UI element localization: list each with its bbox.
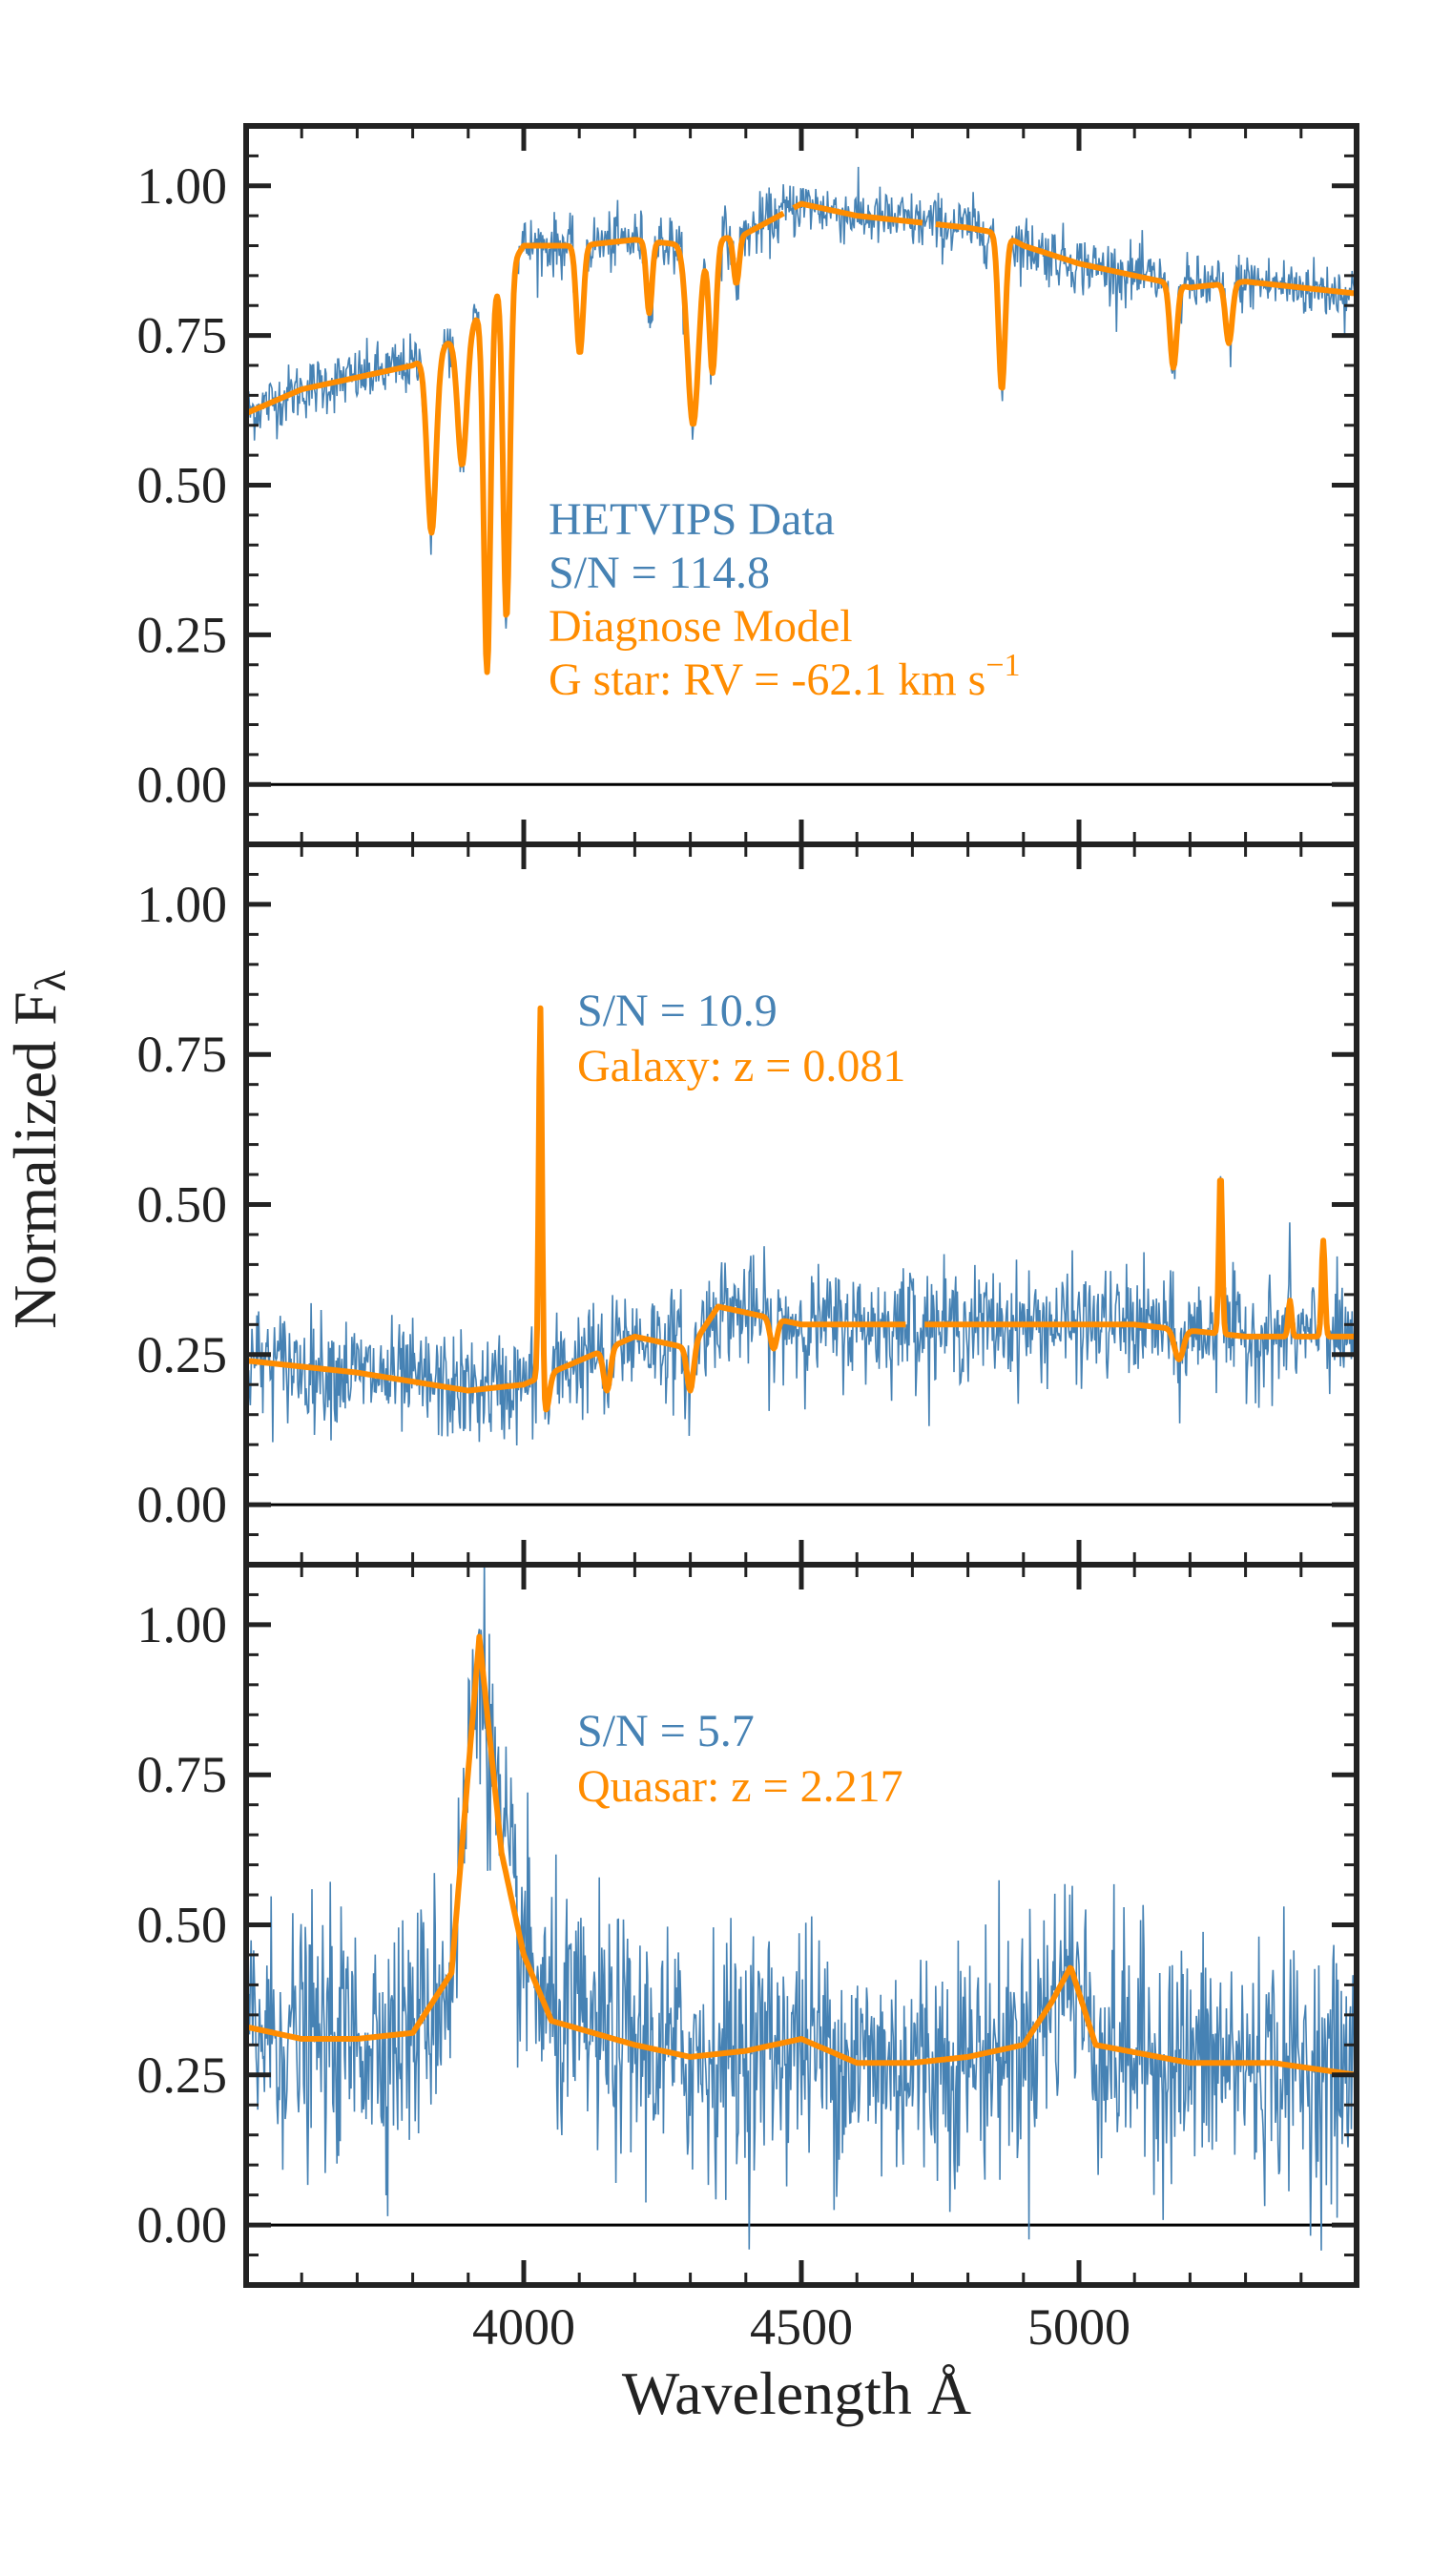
annotation-main: S/N = 5.7 [577,1706,755,1756]
y-axis-label: Normalized Fλ [1,969,74,1329]
y-tick-label: 1.00 [137,1596,228,1653]
model-spectrum-line [246,1633,1357,2078]
y-tick-label: 0.50 [137,1176,228,1234]
y-tick-label: 0.00 [137,2196,228,2254]
data-spectrum-line [246,1565,1357,2251]
y-axis-label-subscript: λ [26,969,74,991]
y-tick-label: 1.00 [137,157,228,215]
annotation-text: Quasar: z = 2.217 [577,1761,903,1812]
model-spectrum-line [246,1005,1357,1413]
model-spectrum-line [246,200,1357,675]
annotation-text: Galaxy: z = 0.081 [577,1041,905,1091]
annotation-main: S/N = 10.9 [577,986,778,1036]
annotation-text: HETVIPS Data [549,494,835,545]
y-tick-label: 0.25 [137,2046,228,2104]
x-tick-label: 4000 [472,2298,575,2356]
y-tick-label: 0.50 [137,457,228,514]
annotation-text: S/N = 114.8 [549,548,770,598]
annotation-superscript: −1 [985,648,1020,683]
annotation-text: Diagnose Model [549,601,853,652]
y-tick-label: 0.00 [137,756,228,813]
annotation-main: Galaxy: z = 0.081 [577,1041,905,1091]
annotation-main: Quasar: z = 2.217 [577,1761,903,1812]
annotation-text: S/N = 5.7 [577,1706,755,1756]
y-tick-label: 0.75 [137,1746,228,1803]
panel-frame [243,1562,1359,2288]
annotation-main: S/N = 114.8 [549,548,770,598]
y-tick-label: 0.50 [137,1897,228,1954]
y-tick-label: 0.25 [137,1326,228,1383]
x-axis-label: Wavelength Å [622,2359,971,2427]
x-tick-label: 4500 [750,2298,853,2356]
x-tick-label: 5000 [1027,2298,1130,2356]
y-tick-label: 0.25 [137,606,228,663]
panel-frame [243,841,1359,1568]
annotation-text: G star: RV = -62.1 km s−1 [549,648,1021,705]
data-spectrum-line [246,166,1357,671]
y-tick-label: 0.00 [137,1476,228,1533]
y-tick-label: 1.00 [137,876,228,933]
panel-bottom: 4000 4500 5000 0.00 0.25 0.50 0.75 1.00 S/N = 5.… [137,1562,1359,2356]
annotation-text: S/N = 10.9 [577,986,778,1036]
panel-frame [243,123,1359,847]
y-tick-label: 0.75 [137,307,228,364]
annotation-main: G star: RV = -62.1 km s [549,654,985,705]
y-tick-label: 0.75 [137,1026,228,1083]
y-axis-label-text: Normalized F [1,991,69,1329]
annotation-main: Diagnose Model [549,601,853,652]
annotation-main: HETVIPS Data [549,494,835,545]
